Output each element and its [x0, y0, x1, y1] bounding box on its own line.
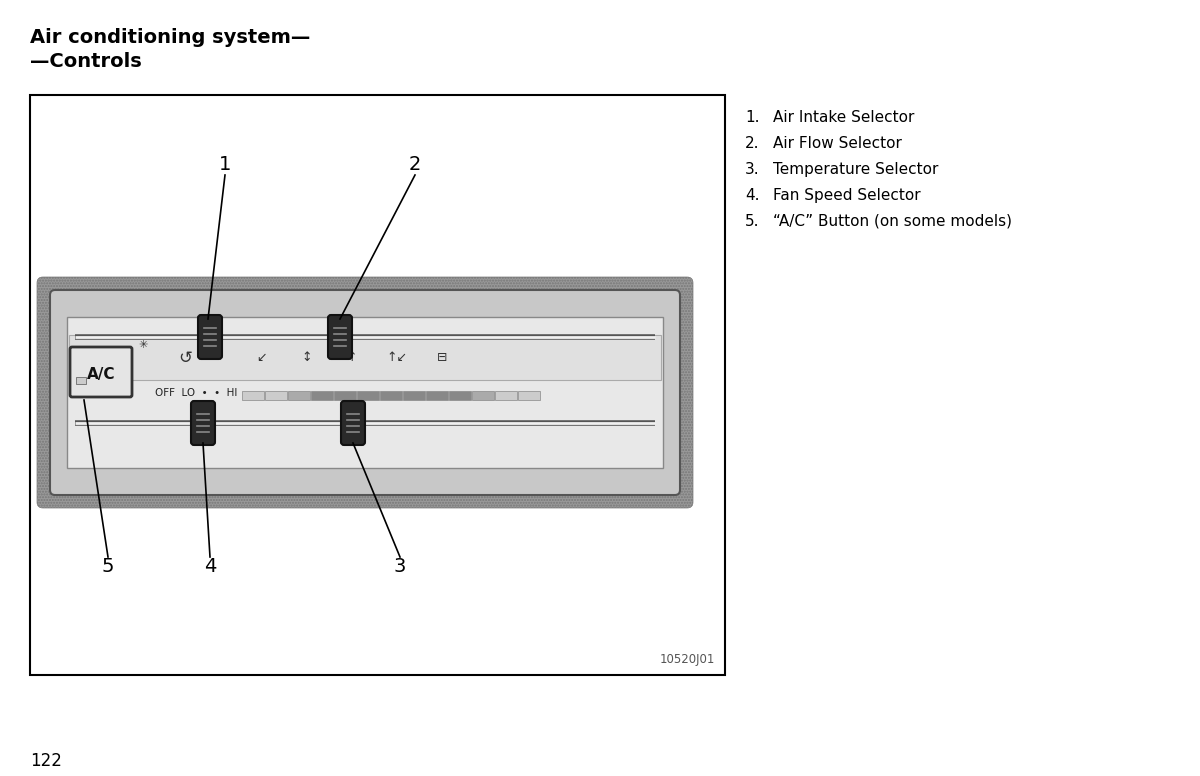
Text: 5: 5 [102, 557, 114, 577]
Bar [472, 391, 494, 400]
Text: Air Flow Selector: Air Flow Selector [773, 136, 902, 151]
Bar [426, 391, 448, 400]
Text: ✳: ✳ [138, 340, 148, 350]
Text: ⊟: ⊟ [437, 351, 448, 364]
Text: 4: 4 [204, 557, 216, 577]
Bar [311, 391, 334, 400]
Text: 5.: 5. [745, 214, 760, 229]
Text: Temperature Selector: Temperature Selector [773, 162, 938, 177]
Text: OFF  LO  •  •  HI: OFF LO • • HI [155, 388, 238, 398]
Text: ↑: ↑ [347, 351, 358, 364]
Bar [380, 391, 402, 400]
Bar [518, 391, 540, 400]
FancyBboxPatch shape [50, 290, 680, 495]
Text: 3.: 3. [745, 162, 760, 177]
Text: ⛟: ⛟ [98, 351, 106, 365]
Text: 3: 3 [394, 557, 406, 577]
Bar [496, 391, 517, 400]
FancyBboxPatch shape [37, 277, 694, 508]
FancyBboxPatch shape [191, 401, 215, 445]
FancyBboxPatch shape [328, 315, 352, 359]
Text: ↑↙: ↑↙ [386, 351, 408, 364]
Text: —Controls: —Controls [30, 52, 142, 71]
Text: Fan Speed Selector: Fan Speed Selector [773, 188, 920, 203]
Text: 2.: 2. [745, 136, 760, 151]
Text: 1: 1 [218, 155, 232, 175]
Text: ↕: ↕ [301, 351, 312, 364]
Text: 122: 122 [30, 752, 62, 770]
Text: ↺: ↺ [178, 348, 192, 366]
FancyBboxPatch shape [70, 347, 132, 397]
FancyBboxPatch shape [198, 315, 222, 359]
Text: A/C: A/C [86, 368, 115, 383]
Text: ↙: ↙ [257, 351, 268, 364]
Bar [288, 391, 310, 400]
Text: 2: 2 [409, 155, 421, 175]
Bar [358, 391, 379, 400]
Bar [449, 391, 470, 400]
Bar [30, 95, 725, 675]
Text: Air Intake Selector: Air Intake Selector [773, 110, 914, 125]
Bar [334, 391, 356, 400]
Text: 4.: 4. [745, 188, 760, 203]
Bar [76, 377, 86, 384]
Bar [403, 391, 425, 400]
Text: Air conditioning system—: Air conditioning system— [30, 28, 311, 47]
Bar [70, 335, 661, 380]
Text: “A/C” Button (on some models): “A/C” Button (on some models) [773, 214, 1012, 229]
Bar [67, 317, 662, 468]
Text: 10520J01: 10520J01 [660, 653, 715, 667]
FancyBboxPatch shape [341, 401, 365, 445]
Text: 1.: 1. [745, 110, 760, 125]
Bar [265, 391, 287, 400]
Bar [242, 391, 264, 400]
